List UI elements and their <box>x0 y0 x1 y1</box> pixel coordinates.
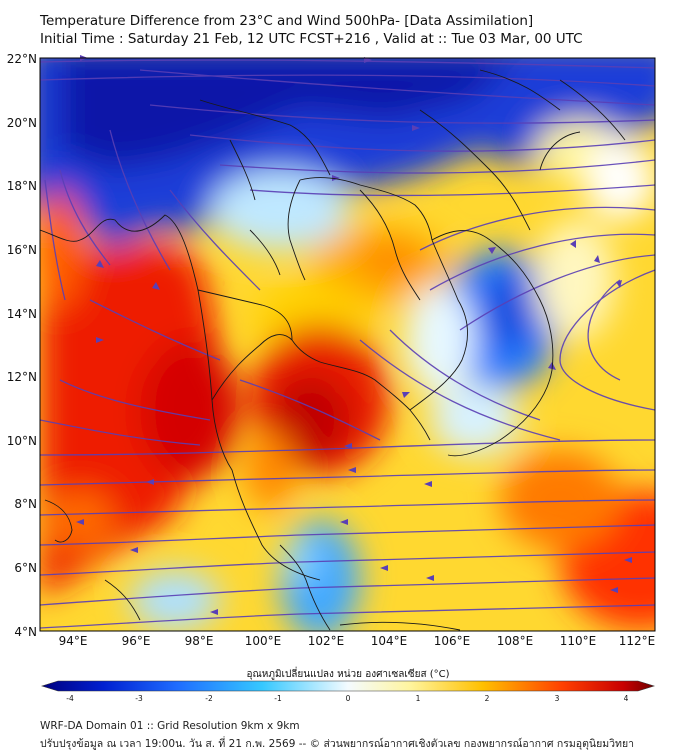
lat-label: 16°N <box>7 243 37 257</box>
country-borders <box>40 69 626 631</box>
temperature-field <box>40 58 655 631</box>
lon-label: 102°E <box>308 634 345 648</box>
colorbar-tick: 3 <box>555 694 560 703</box>
lat-label: 18°N <box>7 179 37 193</box>
lon-label: 94°E <box>59 634 88 648</box>
axis-labels: 22°N 20°N 18°N 16°N 14°N 12°N 10°N 8°N 6… <box>7 52 656 648</box>
lon-label: 106°E <box>434 634 471 648</box>
colorbar-title: อุณหภูมิเปลี่ยนแปลง หน่วย องศาเซลเซียส (… <box>246 666 449 680</box>
colorbar-tick: 4 <box>624 694 629 703</box>
lon-label: 108°E <box>497 634 534 648</box>
colorbar-bar <box>40 680 656 692</box>
wind-streamlines <box>40 59 655 629</box>
colorbar-tick: -1 <box>274 694 282 703</box>
lat-label: 6°N <box>14 561 37 575</box>
colorbar-tick: -4 <box>66 694 74 703</box>
colorbar-tick: 1 <box>416 694 421 703</box>
colorbar-tick: 2 <box>485 694 490 703</box>
map-frame <box>39 57 656 632</box>
lon-label: 112°E <box>619 634 656 648</box>
lon-label: 98°E <box>185 634 214 648</box>
lat-label: 8°N <box>14 497 37 511</box>
lon-label: 100°E <box>245 634 282 648</box>
colorbar-tick: -2 <box>205 694 213 703</box>
colorbar-tick: -3 <box>135 694 143 703</box>
footer-domain-info: WRF-DA Domain 01 :: Grid Resolution 9km … <box>40 720 300 732</box>
lat-label: 22°N <box>7 52 37 66</box>
map-title: Temperature Difference from 23°C and Win… <box>40 13 534 29</box>
lon-label: 110°E <box>560 634 597 648</box>
lat-label: 4°N <box>14 625 37 639</box>
colorbar-tick: 0 <box>346 694 351 703</box>
lat-label: 14°N <box>7 307 37 321</box>
lat-label: 10°N <box>7 434 37 448</box>
map-subtitle: Initial Time : Saturday 21 Feb, 12 UTC F… <box>40 31 583 47</box>
footer-update-info: ปรับปรุงข้อมูล ณ เวลา 19:00น. วัน ส. ที่… <box>40 738 635 750</box>
lat-label: 12°N <box>7 370 37 384</box>
lat-label: 20°N <box>7 116 37 130</box>
lon-label: 96°E <box>122 634 151 648</box>
lon-label: 104°E <box>371 634 408 648</box>
wind-arrowheads <box>76 55 632 615</box>
colorbar: อุณหภูมิเปลี่ยนแปลง หน่วย องศาเซลเซียส (… <box>40 666 656 703</box>
